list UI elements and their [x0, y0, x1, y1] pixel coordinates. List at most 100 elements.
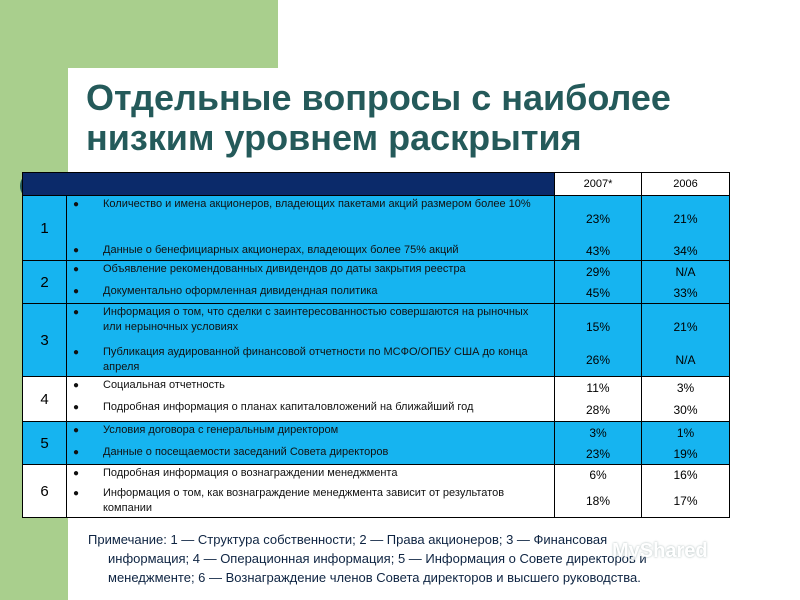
list-item-text: Публикация аудированной финансовой отчет…	[103, 346, 528, 373]
value: 21%	[673, 319, 698, 334]
bullet-icon: ●	[73, 425, 80, 436]
slide-title: Отдельные вопросы с наиболее низким уров…	[86, 77, 671, 158]
value: 34%	[673, 243, 698, 258]
footnote-line-2: информация; 4 — Операционная информация;…	[108, 551, 647, 566]
value-cell-2006: N/A 33%	[641, 260, 730, 304]
value: 18%	[585, 493, 611, 508]
bullet-icon: ●	[73, 488, 80, 499]
bullet-icon: ●	[73, 199, 80, 210]
value-cell-2007: 6% 18%	[554, 464, 642, 518]
bullet-icon: ●	[73, 347, 80, 358]
list-item-text: Подробная информация о вознаграждении ме…	[103, 467, 398, 479]
value: N/A	[675, 352, 696, 367]
header-2007: 2007*	[554, 172, 642, 196]
group-number: 3	[22, 303, 67, 377]
value: 3%	[676, 380, 695, 395]
group-items: ● Количество и имена акционеров, владеющи…	[66, 195, 555, 261]
value: 23%	[585, 446, 611, 461]
group-items: ● Условия договора с генеральным директор…	[66, 421, 555, 465]
value: 29%	[585, 264, 611, 279]
group-number: 1	[22, 195, 67, 261]
bullet-icon: ●	[73, 286, 80, 297]
value: 21%	[673, 211, 698, 226]
value: 45%	[585, 285, 611, 300]
group-items: ● Объявление рекомендованных дивидендов д…	[66, 260, 555, 304]
bullet-icon: ●	[73, 245, 80, 256]
group-items: ● Социальная отчетность ● Подробная информа…	[66, 376, 555, 422]
bullet-icon: ●	[73, 380, 80, 391]
list-item: ● Публикация аудированной финансовой отче…	[67, 344, 554, 376]
table-row: 3 ● Информация о том, что сделки с заинтер…	[22, 303, 730, 377]
footnote-line-1: Примечание: 1 — Структура собственности;…	[88, 532, 608, 547]
table-row: 2 ● Объявление рекомендованных дивидендов …	[22, 260, 730, 304]
table-row: 5 ● Условия договора с генеральным директо…	[22, 421, 730, 465]
value-cell-2006: 21% 34%	[641, 195, 730, 261]
value: 11%	[586, 380, 610, 395]
footnote: Примечание: 1 — Структура собственности;…	[88, 530, 778, 587]
list-item: ● Социальная отчетность	[67, 377, 554, 399]
list-item: ● Данные о посещаемости заседаний Совета …	[67, 444, 554, 464]
value: 15%	[585, 319, 611, 334]
value: 1%	[676, 425, 695, 440]
list-item-text: Данные о посещаемости заседаний Совета д…	[103, 446, 389, 458]
watermark-logo: MyShared	[612, 540, 708, 562]
table-row: 1 ● Количество и имена акционеров, владеющ…	[22, 195, 730, 261]
list-item-text: Условия договора с генеральным директоро…	[103, 424, 339, 436]
disclosure-table: 2007* 2006 1 ● Количество и имена акционер…	[22, 172, 730, 518]
list-item-text: Информация о том, что сделки с заинтерес…	[103, 306, 529, 333]
value-cell-2006: 21% N/A	[641, 303, 730, 377]
value: 28%	[585, 402, 611, 417]
value-cell-2007: 15% 26%	[554, 303, 642, 377]
value: N/A	[675, 264, 696, 279]
value: 3%	[589, 425, 607, 440]
value-cell-2007: 11% 28%	[554, 376, 642, 422]
table-row: 4 ● Социальная отчетность ● Подробная информ…	[22, 376, 730, 422]
value: 6%	[589, 467, 607, 482]
group-number: 6	[22, 464, 67, 518]
header-blank-cell	[22, 172, 555, 196]
value: 43%	[585, 243, 611, 258]
value-cell-2006: 1% 19%	[641, 421, 730, 465]
table-row: 6 ● Подробная информация о вознаграждении …	[22, 464, 730, 518]
value: 17%	[673, 493, 698, 508]
group-number: 2	[22, 260, 67, 304]
value: 23%	[585, 211, 611, 226]
group-items: ● Подробная информация о вознаграждении м…	[66, 464, 555, 518]
group-number: 4	[22, 376, 67, 422]
value: 19%	[673, 446, 698, 461]
list-item: ● Подробная информация о планах капиталов…	[67, 399, 554, 421]
list-item-text: Подробная информация о планах капиталовл…	[103, 401, 474, 413]
list-item-text: Социальная отчетность	[103, 379, 225, 391]
header-2006: 2006	[641, 172, 730, 196]
list-item: ● Количество и имена акционеров, владеющи…	[67, 196, 554, 242]
footnote-line-3: менеджменте; 6 — Вознаграждение членов С…	[108, 570, 641, 585]
bullet-icon: ●	[73, 402, 80, 413]
list-item-text: Документально оформленная дивидендная по…	[103, 285, 378, 297]
list-item: ● Информация о том, что сделки с заинтере…	[67, 304, 554, 344]
list-item-text: Информация о том, как вознаграждение мен…	[103, 487, 505, 514]
list-item: ● Объявление рекомендованных дивидендов д…	[67, 261, 554, 283]
bullet-icon: ●	[73, 307, 80, 318]
list-item-text: Количество и имена акционеров, владеющих…	[103, 198, 531, 210]
list-item: ● Условия договора с генеральным директор…	[67, 422, 554, 444]
bullet-icon: ●	[73, 264, 80, 275]
list-item-text: Данные о бенефициарных акционерах, владе…	[103, 244, 459, 256]
list-item: ● Информация о том, как вознаграждение ме…	[67, 485, 554, 517]
value: 26%	[585, 352, 611, 367]
list-item: ● Данные о бенефициарных акционерах, влад…	[67, 242, 554, 260]
value-cell-2007: 23% 43%	[554, 195, 642, 261]
list-item: ● Подробная информация о вознаграждении м…	[67, 465, 554, 485]
list-item: ● Документально оформленная дивидендная п…	[67, 283, 554, 303]
table-header-row: 2007* 2006	[22, 172, 730, 196]
bullet-icon: ●	[73, 447, 80, 458]
value-cell-2006: 16% 17%	[641, 464, 730, 518]
value-cell-2007: 29% 45%	[554, 260, 642, 304]
value: 33%	[673, 285, 698, 300]
value: 16%	[673, 467, 698, 482]
list-item-text: Объявление рекомендованных дивидендов до…	[103, 263, 466, 275]
bullet-icon: ●	[73, 468, 80, 479]
group-number: 5	[22, 421, 67, 465]
value: 30%	[673, 402, 698, 417]
value-cell-2007: 3% 23%	[554, 421, 642, 465]
group-items: ● Информация о том, что сделки с заинтере…	[66, 303, 555, 377]
